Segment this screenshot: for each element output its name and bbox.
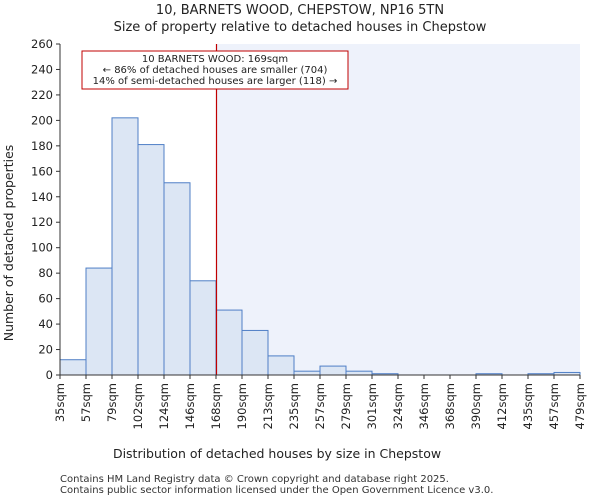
- x-tick-label-368sqm: 368sqm: [443, 383, 457, 429]
- x-tick-label-346sqm: 346sqm: [417, 383, 431, 429]
- bar-146sqm: [189, 280, 217, 376]
- y-tick-label-140: 140: [31, 190, 53, 204]
- y-tick-label-0: 0: [46, 368, 53, 382]
- x-tick-label-479sqm: 479sqm: [573, 383, 587, 429]
- x-tick-label-412sqm: 412sqm: [495, 383, 509, 429]
- footer-copyright: Contains HM Land Registry data © Crown c…: [60, 474, 449, 485]
- highlight-region: [216, 44, 580, 375]
- y-tick-label-40: 40: [38, 317, 53, 331]
- x-tick-label-57sqm: 57sqm: [79, 383, 93, 422]
- annotation-line-2: ← 86% of detached houses are smaller (70…: [103, 65, 328, 76]
- bar-257sqm: [319, 365, 347, 376]
- bar-168sqm: [215, 309, 243, 376]
- y-axis-label: Number of detached properties: [1, 145, 16, 342]
- bar-102sqm: [137, 144, 165, 376]
- x-tick-label-301sqm: 301sqm: [365, 383, 379, 429]
- y-tick-label-180: 180: [31, 139, 53, 153]
- x-tick-label-79sqm: 79sqm: [105, 383, 119, 422]
- x-tick-label-213sqm: 213sqm: [261, 383, 275, 429]
- footer-licence: Contains public sector information licen…: [60, 485, 494, 496]
- x-axis-label: Distribution of detached houses by size …: [113, 446, 441, 461]
- y-tick-label-260: 260: [31, 37, 53, 51]
- chart-title: 10, BARNETS WOOD, CHEPSTOW, NP16 5TN: [156, 3, 444, 18]
- x-tick-label-168sqm: 168sqm: [209, 383, 223, 429]
- x-tick-label-35sqm: 35sqm: [53, 383, 67, 422]
- x-tick-label-279sqm: 279sqm: [339, 383, 353, 429]
- bar-213sqm: [267, 355, 295, 376]
- bar-79sqm: [111, 117, 139, 376]
- y-tick-label-220: 220: [31, 88, 53, 102]
- x-tick-label-124sqm: 124sqm: [157, 383, 171, 429]
- bar-124sqm: [163, 182, 191, 376]
- bar-279sqm: [345, 370, 373, 376]
- x-tick-label-390sqm: 390sqm: [469, 383, 483, 429]
- annotation-box: [81, 50, 349, 90]
- y-tick-label-160: 160: [31, 164, 53, 178]
- chart-subtitle: Size of property relative to detached ho…: [114, 20, 487, 35]
- y-tick-label-200: 200: [31, 113, 53, 127]
- x-tick-label-146sqm: 146sqm: [183, 383, 197, 429]
- bar-35sqm: [59, 359, 87, 376]
- y-tick-label-20: 20: [38, 343, 53, 357]
- x-tick-label-257sqm: 257sqm: [313, 383, 327, 429]
- bar-57sqm: [85, 267, 113, 376]
- y-tick-label-100: 100: [31, 241, 53, 255]
- x-tick-label-190sqm: 190sqm: [235, 383, 249, 429]
- x-tick-label-435sqm: 435sqm: [521, 383, 535, 429]
- y-tick-label-240: 240: [31, 62, 53, 76]
- bar-190sqm: [241, 329, 269, 376]
- x-tick-label-235sqm: 235sqm: [287, 383, 301, 429]
- y-tick-label-120: 120: [31, 215, 53, 229]
- y-tick-label-80: 80: [38, 266, 53, 280]
- annotation-line-1: 10 BARNETS WOOD: 169sqm: [142, 54, 288, 65]
- bar-235sqm: [293, 370, 321, 376]
- x-tick-label-324sqm: 324sqm: [391, 383, 405, 429]
- y-tick-label-60: 60: [38, 292, 53, 306]
- x-tick-label-457sqm: 457sqm: [547, 383, 561, 429]
- x-tick-label-102sqm: 102sqm: [131, 383, 145, 429]
- annotation-line-3: 14% of semi-detached houses are larger (…: [93, 76, 338, 87]
